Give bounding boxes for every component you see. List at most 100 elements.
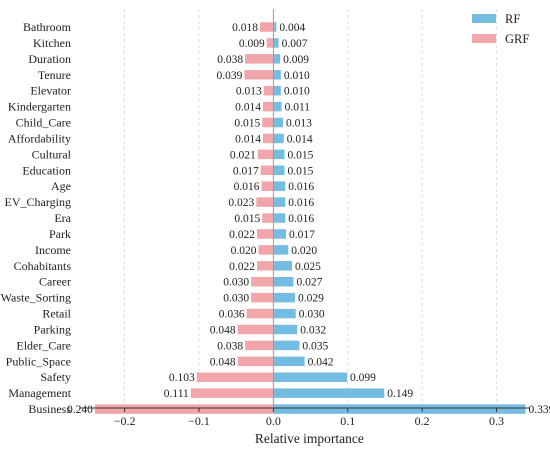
value-label-rf: 0.016 xyxy=(288,213,314,225)
category-label: Cohabitants xyxy=(14,259,72,273)
category-label: Era xyxy=(54,211,71,225)
bar-grf xyxy=(94,404,274,414)
value-label-rf: 0.011 xyxy=(285,102,311,114)
value-label-grf: 0.018 xyxy=(232,22,258,34)
value-label-rf: 0.149 xyxy=(387,388,413,400)
value-label-grf: 0.015 xyxy=(234,213,260,225)
value-label-grf: 0.030 xyxy=(223,277,249,289)
value-labels: 0.004 0.018 0.007 0.009 0.009 0.038 0.010 0.039… xyxy=(67,22,550,416)
value-label-grf: 0.015 xyxy=(234,118,260,130)
bar-rf xyxy=(273,54,281,64)
legend-swatch xyxy=(472,14,496,23)
value-label-rf: 0.032 xyxy=(300,324,326,336)
category-label: Park xyxy=(49,227,71,241)
category-label: Retail xyxy=(42,307,71,321)
bar-rf xyxy=(273,404,526,414)
bar-grf xyxy=(260,165,274,176)
value-label-grf: 0.030 xyxy=(223,293,249,305)
bar-rf xyxy=(273,38,279,48)
bar-grf xyxy=(251,276,274,287)
category-label: Child_Care xyxy=(16,116,71,130)
legend-swatch xyxy=(472,34,496,43)
value-label-rf: 0.007 xyxy=(282,38,308,50)
bar-rf xyxy=(273,356,305,367)
x-axis: −0.2 −0.1 0.0 0.1 0.2 0.3 xyxy=(80,407,530,428)
category-label: Cultural xyxy=(32,147,72,161)
bar-rf xyxy=(273,197,286,207)
category-label: Kitchen xyxy=(33,36,71,50)
value-label-grf: 0.039 xyxy=(217,70,243,82)
value-label-rf: 0.014 xyxy=(287,133,313,145)
category-label: Income xyxy=(35,243,71,257)
category-label: Parking xyxy=(34,322,71,336)
bar-grf xyxy=(266,38,274,48)
bar-grf xyxy=(245,54,274,64)
legend-label: GRF xyxy=(505,32,529,46)
bar-grf xyxy=(251,292,274,303)
category-label: Tenure xyxy=(38,68,71,82)
bar-grf xyxy=(263,85,274,96)
bar-grf xyxy=(244,70,274,80)
category-label: Elder_Care xyxy=(16,338,71,352)
legend-label: RF xyxy=(505,12,520,26)
value-label-rf: 0.010 xyxy=(284,70,310,82)
category-label: Kindergarten xyxy=(8,100,71,114)
value-label-grf: 0.103 xyxy=(169,372,195,384)
category-label: Business xyxy=(28,402,71,416)
bar-rf xyxy=(273,70,281,80)
value-label-rf: 0.035 xyxy=(302,340,328,352)
x-tick-label: 0.0 xyxy=(266,414,281,428)
value-label-rf: 0.010 xyxy=(284,86,310,98)
bar-rf xyxy=(273,276,294,287)
legend: RF GRF xyxy=(472,12,529,46)
value-label-rf: 0.017 xyxy=(289,229,315,241)
bar-rf xyxy=(273,388,385,398)
bar-rf xyxy=(273,22,277,32)
bar-grf xyxy=(246,308,274,319)
bar-rf xyxy=(273,372,348,382)
value-label-grf: 0.111 xyxy=(164,388,189,400)
bar-grf xyxy=(237,356,274,367)
value-label-grf: 0.014 xyxy=(235,133,261,145)
bar-rf xyxy=(273,133,284,144)
value-label-grf: 0.009 xyxy=(239,38,265,50)
x-tick-label: 0.1 xyxy=(340,414,355,428)
category-label: EV_Charging xyxy=(5,195,71,209)
bar-rf xyxy=(273,308,296,319)
category-label: Age xyxy=(51,179,71,193)
bar-grf xyxy=(257,229,274,239)
value-label-rf: 0.025 xyxy=(295,261,321,273)
bar-grf xyxy=(257,149,274,160)
value-label-grf: 0.021 xyxy=(230,149,256,161)
category-label: Management xyxy=(8,386,71,400)
category-label: Safety xyxy=(40,370,71,384)
x-tick-label: −0.1 xyxy=(188,414,210,428)
value-label-grf: 0.048 xyxy=(210,324,236,336)
bar-rf xyxy=(273,261,292,271)
bar-grf xyxy=(258,245,274,255)
value-label-grf: 0.023 xyxy=(228,197,254,209)
value-label-grf: 0.048 xyxy=(210,356,236,368)
bars xyxy=(94,22,526,414)
value-label-grf: 0.014 xyxy=(235,102,261,114)
x-tick-label: 0.2 xyxy=(415,414,430,428)
category-label: Education xyxy=(22,163,71,177)
value-label-rf: 0.027 xyxy=(296,277,322,289)
category-labels: Bathroom Kitchen Duration Tenure Elevator Kin… xyxy=(1,20,72,416)
bar-grf xyxy=(245,340,274,351)
value-label-grf: 0.038 xyxy=(217,340,243,352)
value-label-rf: 0.004 xyxy=(279,22,305,34)
value-label-rf: 0.013 xyxy=(286,118,312,130)
bar-rf xyxy=(273,324,298,335)
bar-rf xyxy=(273,245,289,255)
value-label-grf: 0.017 xyxy=(233,165,259,177)
category-label: Duration xyxy=(28,52,71,66)
value-label-grf: 0.038 xyxy=(217,54,243,66)
bar-grf xyxy=(190,388,274,398)
bar-rf xyxy=(273,340,300,351)
value-label-grf: 0.020 xyxy=(231,245,257,257)
bar-rf xyxy=(273,292,295,303)
value-label-rf: 0.042 xyxy=(308,356,334,368)
bar-rf xyxy=(273,229,287,239)
bar-rf xyxy=(273,101,282,112)
